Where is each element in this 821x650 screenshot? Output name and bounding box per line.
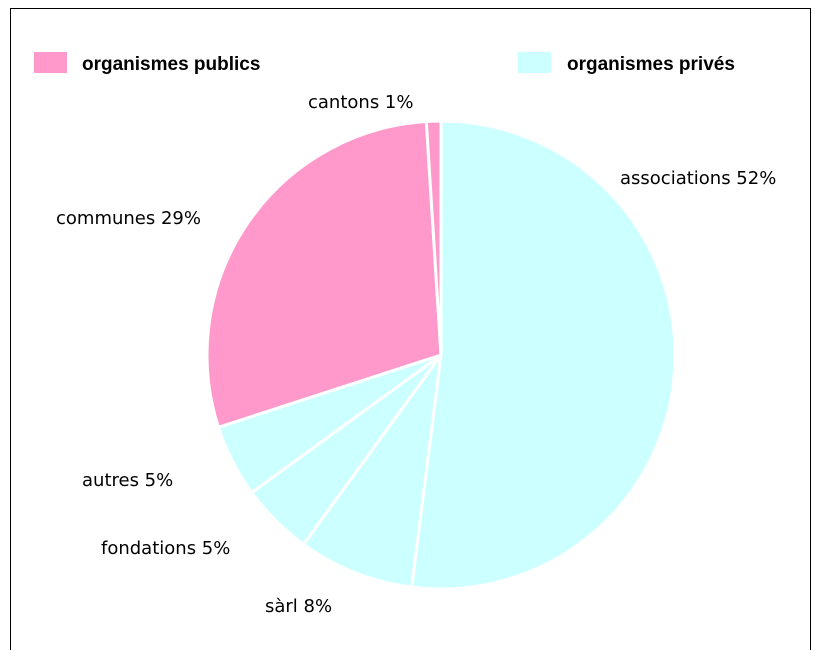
legend-swatch-public	[34, 52, 67, 73]
slice-label-sarl: sàrl 8%	[265, 596, 332, 617]
slice-label-communes: communes 29%	[56, 208, 201, 229]
legend: organismes publics organismes privés	[34, 52, 735, 75]
slice-label-cantons: cantons 1%	[308, 92, 413, 113]
pie-slices	[207, 121, 675, 589]
slice-label-fondations: fondations 5%	[101, 538, 230, 559]
legend-swatch-private	[518, 52, 551, 73]
pie-slice-associations	[412, 121, 675, 589]
slice-label-autres: autres 5%	[82, 470, 173, 491]
legend-label-private: organismes privés	[567, 54, 735, 75]
legend-label-public: organismes publics	[82, 54, 260, 75]
slice-label-associations: associations 52%	[620, 168, 776, 189]
